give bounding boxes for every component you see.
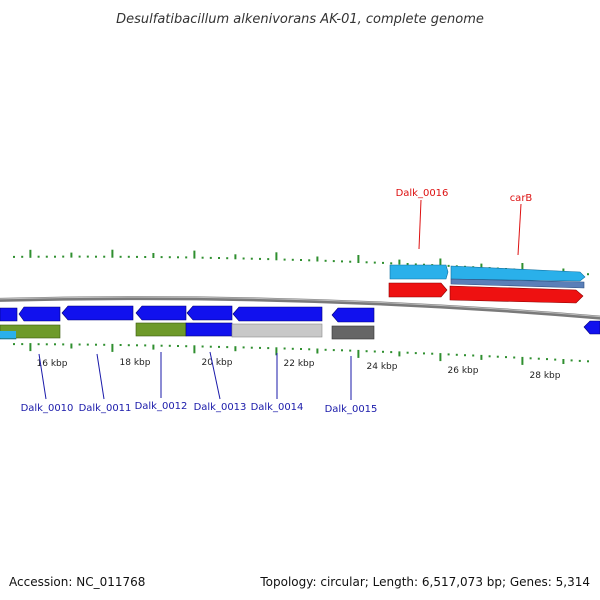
- gene-label-dalk-0015[interactable]: Dalk_0015: [325, 404, 378, 415]
- gene-labels: Dalk_0010 Dalk_0011 Dalk_0012 Dalk_0013 …: [21, 188, 533, 415]
- genome-summary-text: Topology: circular; Length: 6,517,073 bp…: [259, 575, 590, 589]
- reverse-strand-genes: [0, 305, 600, 340]
- leader-dalk-0011: [96, 353, 105, 400]
- gene-dalk-0012[interactable]: [135, 305, 187, 321]
- gene-cyan-left-front[interactable]: [0, 331, 16, 338]
- leader-dalk-0010: [38, 353, 47, 400]
- gene-dalk-0016-red[interactable]: [388, 282, 448, 298]
- gene-dalk-0014[interactable]: [232, 306, 323, 322]
- leader-dalk-0013: [209, 351, 221, 400]
- gene-dalk-0016-cyan[interactable]: [389, 264, 449, 280]
- tick-label-22: 22 kbp: [284, 359, 315, 369]
- gene-label-dalk-0013[interactable]: Dalk_0013: [194, 402, 247, 413]
- gene-olive-mid[interactable]: [135, 322, 187, 337]
- map-title: Desulfatibacillum alkenivorans AK-01, co…: [116, 12, 484, 27]
- forward-strand-genes: [388, 264, 586, 304]
- tick-label-26: 26 kbp: [448, 366, 479, 376]
- gene-lightgrey-bar[interactable]: [231, 323, 323, 338]
- gene-label-dalk-0016[interactable]: Dalk_0016: [396, 188, 449, 199]
- accession-text: Accession: NC_011768: [9, 575, 145, 589]
- gene-darkgrey-bar[interactable]: [331, 325, 375, 340]
- tick-label-28: 28 kbp: [530, 371, 561, 381]
- tick-label-24: 24 kbp: [367, 362, 398, 372]
- tick-label-18: 18 kbp: [120, 358, 151, 368]
- leader-carb: [517, 203, 522, 256]
- gene-label-dalk-0010[interactable]: Dalk_0010: [21, 403, 74, 414]
- gene-dalk-0010[interactable]: [18, 306, 61, 322]
- scale-labels: 16 kbp 18 kbp 20 kbp 22 kbp 24 kbp 26 kb…: [37, 358, 561, 381]
- leader-dalk-0016: [418, 199, 422, 250]
- gene-label-dalk-0012[interactable]: Dalk_0012: [135, 401, 188, 412]
- gene-label-dalk-0011[interactable]: Dalk_0011: [79, 403, 132, 414]
- gene-blue-bar[interactable]: [185, 322, 233, 337]
- label-leaders: [38, 199, 522, 400]
- gene-carb-cyan[interactable]: [450, 265, 586, 282]
- gene-left-edge[interactable]: [0, 307, 18, 322]
- gene-right-edge[interactable]: [583, 320, 600, 335]
- gene-dalk-0015[interactable]: [331, 307, 375, 323]
- tick-row-bottom: [13, 343, 589, 365]
- gene-label-carb[interactable]: carB: [510, 193, 533, 204]
- gene-carb-red[interactable]: [449, 285, 584, 304]
- genome-backbone-highlight: [0, 296, 600, 318]
- gene-dalk-0011[interactable]: [61, 305, 134, 321]
- genome-backbone: [0, 296, 600, 320]
- tick-label-20: 20 kbp: [202, 358, 233, 368]
- tick-label-16: 16 kbp: [37, 359, 68, 369]
- gene-dalk-0013[interactable]: [186, 305, 233, 321]
- gene-carb-steel[interactable]: [450, 278, 585, 289]
- gene-label-dalk-0014[interactable]: Dalk_0014: [251, 402, 304, 413]
